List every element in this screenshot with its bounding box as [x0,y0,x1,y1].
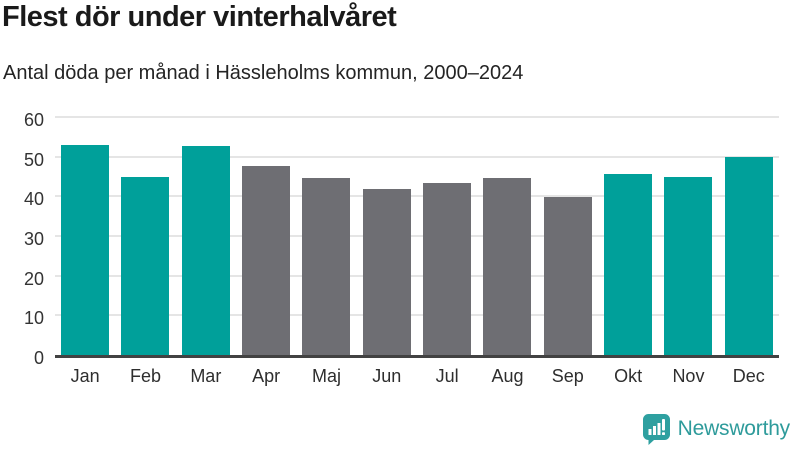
y-tick-label-20: 20 [23,268,44,289]
chart-title: Flest dör under vinterhalvåret [2,1,397,33]
y-tick-label-0: 0 [33,348,44,369]
gridline-40 [55,195,779,198]
x-tick-label-sep: Sep [551,366,584,386]
x-tick-label-jun: Jun [372,366,402,386]
y-axis-labels: 0 10 20 30 40 50 60 [0,110,44,368]
gridline-20 [55,274,779,277]
x-tick-label-aug: Aug [491,366,524,386]
bar-slot-apr [236,120,296,355]
bar-dec [724,157,773,355]
bar-jan [61,144,110,355]
bar-okt [604,174,653,355]
gridline-10 [55,314,779,317]
newsworthy-logo-text: Newsworthy [677,417,791,440]
bar-slot-dec [719,120,779,355]
bar-slot-mar [176,120,236,355]
x-tick-label-feb: Feb [129,366,161,386]
x-tick-label-jul: Jul [435,366,459,386]
plot-area [55,116,779,358]
bar-slot-jun [357,120,417,355]
bar-slot-nov [658,120,718,355]
bar-slot-jan [55,120,115,355]
newsworthy-logo-icon [642,414,670,445]
x-tick-label-jan: Jan [70,366,100,386]
x-tick-label-dec: Dec [732,366,765,386]
y-tick-label-40: 40 [23,189,44,210]
bar-slot-feb [115,120,175,355]
gridline-30 [55,235,779,237]
y-tick-label-30: 30 [23,229,44,250]
chart-subtitle: Antal döda per månad i Hässleholms kommu… [3,62,524,84]
gridlines [55,116,779,355]
bar-jun [362,189,411,355]
bar-maj [302,178,351,355]
bars-container [55,120,779,355]
bar-slot-maj [296,120,356,355]
bar-feb [121,176,170,355]
bar-slot-aug [477,120,537,355]
bar-slot-jul [417,120,477,355]
x-tick-label-nov: Nov [672,366,705,386]
gridline-60 [55,116,779,118]
bar-slot-sep [538,120,598,355]
bar-mar [181,145,230,355]
bar-jul [423,182,472,355]
x-tick-label-okt: Okt [614,366,643,386]
y-tick-label-50: 50 [23,149,44,170]
bar-apr [242,166,291,355]
bar-nov [664,177,713,355]
bar-sep [543,197,592,355]
bar-slot-okt [598,120,658,355]
y-tick-label-10: 10 [23,308,44,329]
x-tick-label-mar: Mar [190,366,222,386]
x-tick-label-maj: Maj [311,366,341,386]
bar-aug [483,178,532,355]
x-axis-labels: Jan Feb Mar Apr Maj Jun Jul Aug Sep Okt Nov Dec [55,366,779,387]
x-tick-label-apr: Apr [252,366,281,386]
gridline-50 [55,155,779,158]
y-tick-label-60: 60 [23,110,44,131]
newsworthy-logo[interactable]: Newsworthy [642,413,790,445]
